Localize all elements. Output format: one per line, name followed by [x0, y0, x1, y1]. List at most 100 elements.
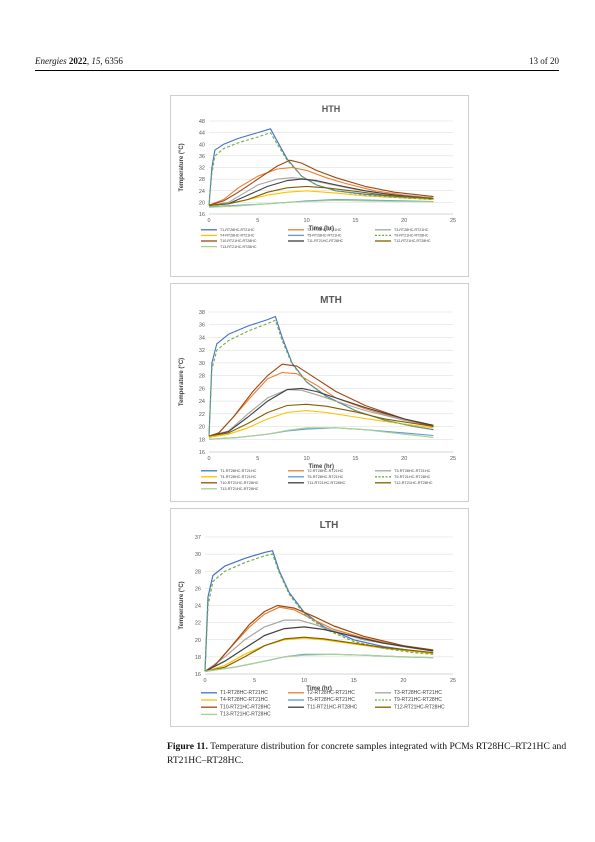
chart-panel-hth: HTH 16 20 24 28 32 36 40 44 48 0 5 10 15 20 25 Time (hr)…: [170, 95, 469, 277]
legend-label: T10-RT21HC-RT28HC: [220, 239, 257, 243]
y-tick-label: 24: [195, 604, 201, 610]
y-tick-label: 20: [199, 200, 205, 206]
legend-label: T5-RT28HC-RT21HC: [307, 697, 355, 703]
legend-label: T12-RT21HC-RT28HC: [394, 239, 431, 243]
y-tick-label: 16: [199, 450, 205, 456]
y-tick-label: 28: [195, 569, 201, 575]
x-tick-label: 0: [207, 218, 210, 224]
x-axis-label: Time (hr): [308, 226, 334, 232]
y-tick-label: 18: [199, 437, 205, 443]
y-tick-label: 16: [195, 672, 201, 678]
header-rule: [35, 70, 559, 71]
series-line-9: [204, 636, 434, 672]
x-tick-label: 10: [304, 218, 310, 224]
y-axis-label: Temperature (°C): [179, 358, 185, 406]
y-tick-label: 44: [199, 131, 205, 137]
x-axis-label: Time (hr): [306, 686, 332, 692]
series-line-10: [208, 199, 434, 208]
hth-chart: HTH 16 20 24 28 32 36 40 44 48 0 5 10 15 20 25 Time (hr)…: [179, 104, 456, 249]
journal-year: 2022: [68, 56, 87, 66]
legend-label: T2-RT28HC-RT21HC: [307, 690, 355, 696]
y-tick-label: 16: [199, 212, 205, 218]
legend-label: T1-RT28HC-RT21HC: [220, 469, 257, 473]
legend-label: T3-RT28HC-RT21HC: [394, 228, 429, 232]
legend-label: T10-RT21HC-RT28HC: [220, 481, 259, 485]
x-tick-label: 20: [400, 678, 406, 684]
x-tick-label: 10: [304, 456, 310, 462]
y-tick-label: 28: [199, 177, 205, 183]
x-tick-label: 20: [401, 218, 407, 224]
x-tick-label: 0: [203, 678, 206, 684]
series-line-8: [208, 387, 434, 437]
series-line-10: [208, 427, 434, 440]
legend-label: T11-RT21HC-RT28HC: [307, 239, 344, 243]
series-line-7: [208, 363, 434, 437]
caption-text: Temperature distribution for concrete sa…: [167, 741, 567, 766]
chart-panel-lth: LTH 16 18 20 22 24 26 28 30 37 0 5 10 15 20 25 Time (hr)…: [170, 508, 469, 727]
y-tick-label: 18: [195, 655, 201, 661]
y-tick-label: 22: [195, 621, 201, 627]
series-line-9: [208, 403, 434, 437]
legend-label: T9-RT21HC-RT28HC: [394, 697, 442, 703]
x-tick-label: 25: [450, 456, 456, 462]
y-axis-label: Temperature (°C): [179, 581, 185, 629]
series-line-10: [204, 653, 434, 672]
series-line-9: [208, 185, 434, 206]
figure-caption: Figure 11. Temperature distribution for …: [167, 740, 567, 768]
y-tick-label: 36: [199, 154, 205, 160]
legend-label: T2-RT28HC-RT21HC: [307, 228, 342, 232]
legend-label: T4-RT28HC-RT21HC: [220, 475, 257, 479]
x-tick-label: 0: [207, 456, 210, 462]
legend-label: T9-RT21HC-RT28HC: [394, 475, 431, 479]
chart-panel-mth: MTH 16 18 20 22 24 26 28 30 32 34 36 38 0 5 10 15 20 25 Tim…: [170, 283, 469, 502]
legend-label: T1-RT28HC-RT21HC: [220, 690, 268, 696]
series-line-1: [204, 550, 434, 672]
y-tick-label: 48: [199, 119, 205, 125]
y-tick-label: 20: [199, 425, 205, 431]
series-line-4: [208, 410, 434, 438]
journal-name: Energies: [35, 56, 67, 66]
series-line-1: [208, 128, 434, 206]
x-tick-label: 5: [253, 678, 256, 684]
y-tick-label: 20: [195, 638, 201, 644]
legend-label: T3-RT28HC-RT21HC: [394, 469, 431, 473]
x-tick-label: 25: [450, 678, 456, 684]
running-header-citation: Energies 2022, 15, 6356: [35, 56, 123, 66]
x-tick-label: 25: [450, 218, 456, 224]
x-tick-label: 15: [352, 218, 358, 224]
series-line-7: [208, 159, 434, 206]
legend-label: T11-RT21HC-RT28HC: [307, 704, 358, 710]
legend-label: T10-RT21HC-RT28HC: [220, 704, 271, 710]
legend-label: T5-RT28HC-RT21HC: [307, 475, 344, 479]
legend-label: T13-RT21HC-RT28HC: [220, 487, 259, 491]
series-line-3: [208, 389, 434, 437]
legend-label: T9-RT21HC-RT28HC: [394, 234, 429, 238]
y-tick-label: 32: [199, 348, 205, 354]
x-axis-label: Time (hr): [308, 464, 334, 470]
y-tick-label: 34: [199, 335, 205, 341]
y-tick-label: 26: [199, 386, 205, 392]
y-tick-label: 24: [199, 399, 205, 405]
y-tick-label: 40: [199, 142, 205, 148]
series-line-6: [208, 132, 434, 206]
x-tick-label: 5: [256, 456, 259, 462]
y-tick-label: 37: [195, 535, 201, 541]
journal-volume: 15: [91, 56, 101, 66]
legend-label: T4-RT28HC-RT21HC: [220, 234, 255, 238]
y-tick-label: 32: [199, 166, 205, 172]
chart-title: LTH: [320, 520, 339, 531]
mth-chart: MTH 16 18 20 22 24 26 28 30 32 34 36 38 0 5 10 15 20 25 Tim…: [179, 295, 456, 491]
legend-label: T1-RT28HC-RT21HC: [220, 228, 255, 232]
legend-label: T11-RT21HC-RT28HC: [307, 481, 345, 485]
y-tick-label: 36: [199, 323, 205, 329]
legend-label: T13-RT21HC-RT28HC: [220, 245, 257, 249]
series-line-4: [204, 637, 434, 672]
x-tick-label: 5: [256, 218, 259, 224]
series-line-2: [208, 166, 434, 206]
legend-label: T5-RT28HC-RT21HC: [307, 234, 342, 238]
lth-chart: LTH 16 18 20 22 24 26 28 30 37 0 5 10 15 20 25 Time (hr)…: [179, 520, 456, 718]
y-tick-label: 26: [195, 586, 201, 592]
y-tick-label: 38: [199, 310, 205, 316]
series-line-8: [204, 626, 434, 672]
series-line-8: [208, 178, 434, 206]
